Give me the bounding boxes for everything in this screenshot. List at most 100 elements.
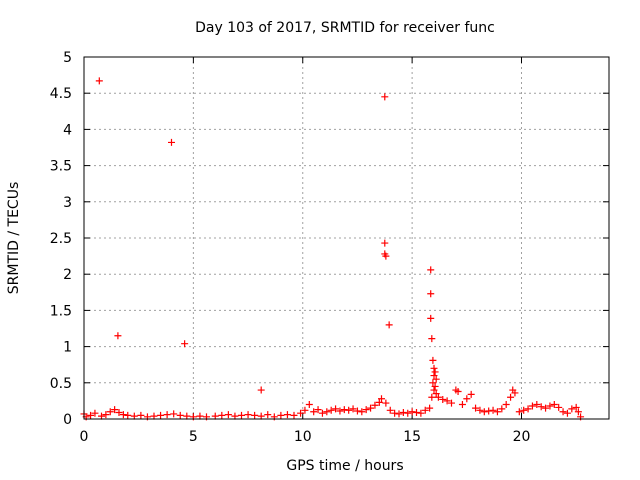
- data-point: [498, 405, 506, 413]
- data-point: [211, 412, 219, 420]
- data-point: [301, 406, 309, 414]
- data-point: [382, 399, 390, 407]
- data-point: [314, 406, 322, 414]
- data-point: [431, 368, 439, 376]
- data-point: [448, 399, 455, 407]
- x-tick-label: 15: [403, 429, 421, 445]
- data-point: [381, 239, 389, 247]
- data-point: [542, 404, 550, 412]
- data-point: [439, 395, 447, 403]
- data-point: [533, 401, 541, 409]
- data-point: [106, 408, 114, 416]
- y-tick-label: 3: [63, 195, 72, 211]
- data-point: [98, 412, 105, 420]
- chart-title: Day 103 of 2017, SRMTID for receiver fun…: [195, 20, 495, 36]
- data-point: [391, 409, 399, 417]
- data-point: [458, 401, 466, 409]
- data-point: [399, 408, 407, 416]
- data-point: [150, 412, 158, 420]
- data-point: [443, 397, 451, 405]
- y-tick-label: 0.5: [50, 376, 72, 392]
- data-point: [427, 290, 435, 298]
- data-point: [244, 411, 252, 419]
- data-point: [404, 409, 412, 417]
- data-point: [367, 404, 375, 412]
- data-point: [502, 401, 510, 409]
- data-point: [327, 406, 335, 414]
- data-point: [546, 402, 554, 410]
- data-point: [555, 403, 563, 411]
- y-tick-label: 3.5: [50, 159, 72, 175]
- data-point: [472, 404, 480, 412]
- data-point: [467, 390, 475, 398]
- data-point: [489, 406, 497, 414]
- data-point: [345, 406, 353, 414]
- data-point: [115, 408, 123, 416]
- data-point: [528, 402, 536, 410]
- data-point: [378, 395, 385, 403]
- data-point: [163, 411, 171, 419]
- data-point: [524, 405, 532, 413]
- data-point: [353, 407, 361, 415]
- data-point: [511, 389, 519, 397]
- data-point: [257, 386, 265, 394]
- data-point: [349, 405, 357, 413]
- x-axis-label: GPS time / hours: [286, 458, 403, 474]
- data-point: [429, 379, 437, 387]
- data-point: [381, 93, 389, 101]
- y-tick-label: 4.5: [50, 86, 72, 102]
- data-point: [382, 252, 390, 260]
- data-point: [430, 386, 438, 394]
- data-point: [476, 406, 484, 414]
- data-point: [181, 340, 189, 348]
- data-point: [362, 406, 370, 414]
- data-point: [426, 404, 434, 412]
- data-point: [358, 408, 366, 416]
- data-point: [102, 411, 110, 419]
- data-point: [119, 411, 127, 419]
- x-tick-label: 5: [189, 429, 198, 445]
- data-point: [336, 407, 344, 415]
- data-point: [432, 390, 440, 398]
- data-point: [417, 409, 425, 417]
- data-point: [332, 405, 340, 413]
- data-points: [80, 77, 585, 421]
- data-point: [87, 411, 95, 419]
- data-point: [137, 411, 145, 419]
- data-point: [493, 408, 501, 416]
- data-point: [183, 412, 191, 420]
- grid: [84, 57, 609, 419]
- data-point: [520, 406, 528, 414]
- data-point: [323, 408, 331, 416]
- data-point: [297, 409, 305, 417]
- data-point: [157, 411, 165, 419]
- y-tick-label: 0: [63, 412, 72, 428]
- data-point: [375, 398, 383, 406]
- data-point: [395, 410, 403, 418]
- y-tick-label: 5: [63, 50, 72, 66]
- data-point: [574, 408, 582, 416]
- data-point: [568, 405, 576, 413]
- y-tick-label: 4: [63, 122, 72, 138]
- data-point: [480, 408, 488, 416]
- tick-labels: 0 5 10 15 20 0 0.5 1 1.5 2 2.5 3 3.5 4 4.5 5: [50, 50, 531, 445]
- data-point: [572, 403, 580, 411]
- data-point: [340, 406, 348, 414]
- data-point: [463, 395, 471, 403]
- data-point: [257, 412, 265, 420]
- data-point: [310, 408, 318, 416]
- data-point: [283, 411, 291, 419]
- data-point: [432, 375, 440, 383]
- data-point: [428, 335, 436, 343]
- data-point: [305, 401, 313, 409]
- data-point: [429, 356, 437, 364]
- data-point: [559, 408, 567, 416]
- y-tick-label: 2.5: [50, 231, 72, 247]
- data-point: [290, 411, 298, 419]
- data-point: [224, 411, 232, 419]
- x-tick-label: 10: [294, 429, 312, 445]
- data-point: [454, 387, 462, 395]
- data-point: [413, 408, 420, 416]
- data-point: [114, 332, 122, 340]
